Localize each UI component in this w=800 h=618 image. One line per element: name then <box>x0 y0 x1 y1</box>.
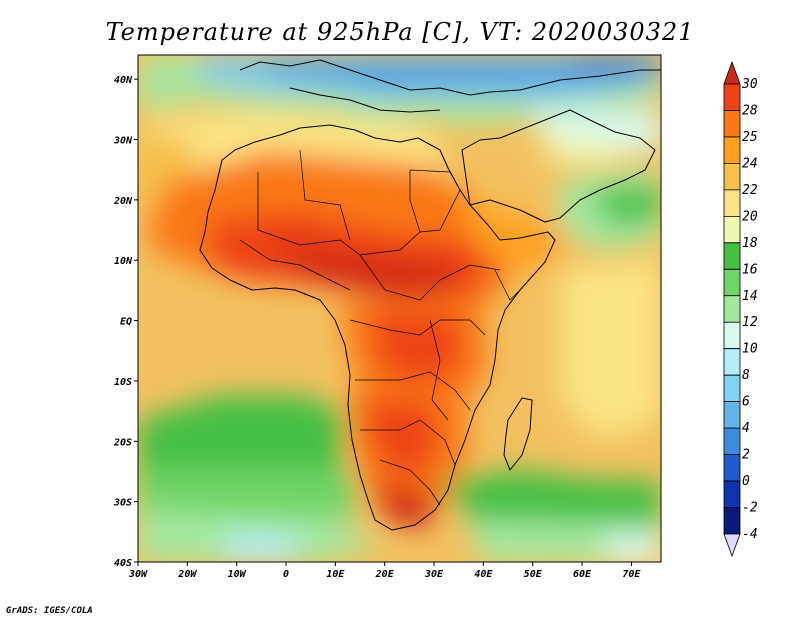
colorbar-label: -4 <box>742 527 758 542</box>
colorbar-swatch <box>723 110 741 138</box>
colorbar-label: 20 <box>742 209 758 224</box>
colorbar-swatch <box>723 374 741 403</box>
colorbar-label: 2 <box>742 448 750 463</box>
lat-tick-label: 10S <box>114 377 132 388</box>
colorbar-label: 18 <box>742 236 758 251</box>
colorbar-label: 24 <box>742 156 758 171</box>
colorbar-label: 12 <box>742 315 758 330</box>
lat-tick-label: 40N <box>114 75 133 86</box>
colorbar-swatch <box>723 295 741 323</box>
colorbar-swatch <box>723 163 741 191</box>
colorbar-label: 25 <box>742 130 758 145</box>
colorbar-label: 0 <box>742 474 750 489</box>
colorbar-swatch <box>723 321 741 350</box>
colorbar-swatch <box>723 480 741 508</box>
colorbar-swatch <box>723 401 741 429</box>
colorbar-label: 28 <box>742 103 758 118</box>
colorbar-swatch <box>723 242 741 270</box>
lon-tick-label: 10E <box>326 569 345 580</box>
lat-tick-label: 40S <box>114 558 132 569</box>
colorbar-label: 10 <box>742 342 758 357</box>
colorbar-label: 16 <box>742 262 758 277</box>
colorbar-swatch <box>723 268 741 297</box>
lon-tick-label: 20E <box>375 569 395 580</box>
lon-tick-label: 70E <box>622 569 641 580</box>
lon-tick-label: 50E <box>524 569 543 580</box>
colorbar-swatch <box>723 427 741 455</box>
colorbar-swatch <box>723 189 741 217</box>
lat-tick-label: 10N <box>114 256 133 267</box>
latitude-axis: 40S 30S 20S 10S EQ 10N 20N 30N 40N <box>113 75 138 569</box>
map-title: Temperature at 925hPa [C], VT: 202003032… <box>106 18 695 46</box>
colorbar-label: 22 <box>742 183 758 198</box>
lon-tick-label: 0 <box>283 569 289 580</box>
temperature-field <box>138 55 661 562</box>
colorbar-swatch <box>723 215 741 244</box>
colorbar-label: 14 <box>742 289 758 304</box>
lat-tick-label: 20N <box>113 196 133 207</box>
longitude-axis: 30W 20W 10W 0 10E 20E 30E 40E 50E 60E 70E <box>128 562 641 580</box>
political-borders <box>239 149 521 506</box>
colorbar-swatch <box>723 454 741 482</box>
lon-tick-label: 60E <box>573 569 592 580</box>
colorbar-swatch <box>723 83 741 111</box>
colorbar-label: 8 <box>742 368 750 383</box>
lon-tick-label: 40E <box>474 569 493 580</box>
colorbar-top-triangle <box>723 60 741 85</box>
lat-tick-label: 30S <box>113 498 132 509</box>
lat-tick-label: 30N <box>113 136 133 147</box>
colorbar-label: 6 <box>742 395 750 410</box>
lon-tick-label: 30W <box>128 569 148 580</box>
lon-tick-label: 10W <box>228 569 247 580</box>
lon-tick-label: 30E <box>424 569 444 580</box>
colorbar-bottom-triangle <box>723 533 741 558</box>
colorbar-swatch <box>723 507 741 535</box>
colorbar-swatch <box>723 136 741 164</box>
colorbar-label: -2 <box>742 501 758 516</box>
grads-credit: GrADS: IGES/COLA <box>6 606 93 616</box>
colorbar-swatch <box>723 348 741 376</box>
coastlines <box>199 59 661 531</box>
lat-tick-label: EQ <box>120 317 132 328</box>
lon-tick-label: 20W <box>177 569 197 580</box>
lat-tick-label: 20S <box>113 437 132 448</box>
colorbar-label: 4 <box>742 421 750 436</box>
colorbar-label: 30 <box>741 77 758 92</box>
map-frame <box>137 54 662 563</box>
